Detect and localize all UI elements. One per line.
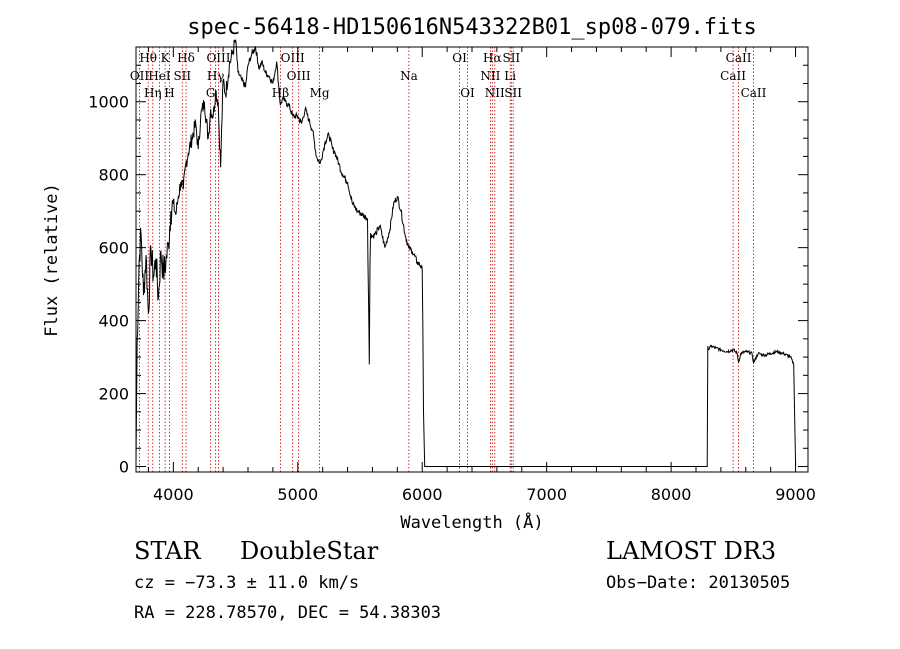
y-tick-label-2: 400 xyxy=(98,312,129,331)
line-label-2: Hη xyxy=(144,86,162,100)
y-tick-label-3: 600 xyxy=(98,239,129,258)
line-label-12: OIII xyxy=(281,51,305,65)
line-label-17: OI xyxy=(460,86,475,100)
x-tick-label-1: 5000 xyxy=(277,485,318,504)
observation-date: Obs−Date: 20130505 xyxy=(606,573,791,593)
x-tick-label-0: 4000 xyxy=(153,485,194,504)
line-label-23: SII xyxy=(504,86,522,100)
line-label-24: CaII xyxy=(720,69,746,83)
line-label-25: CaII xyxy=(726,51,752,65)
object-class: STAR xyxy=(134,537,201,565)
y-tick-label-4: 800 xyxy=(98,166,129,185)
line-label-11: Hβ xyxy=(272,86,289,100)
line-label-0: OII xyxy=(130,69,150,83)
object-subclass: DoubleStar xyxy=(240,537,379,565)
line-label-16: OI xyxy=(452,51,467,65)
line-label-3: HeI xyxy=(148,69,171,83)
x-tick-label-4: 8000 xyxy=(651,485,692,504)
line-label-19: Hα xyxy=(483,51,502,65)
line-label-20: NII xyxy=(485,86,505,100)
x-axis: 4000 5000 6000 7000 8000 9000 xyxy=(147,47,816,504)
coordinates: RA = 228.78570, DEC = 54.38303 xyxy=(134,603,442,623)
y-tick-label-0: 0 xyxy=(119,458,129,477)
y-tick-label-1: 200 xyxy=(98,385,129,404)
survey-name: LAMOST DR3 xyxy=(606,537,777,565)
line-labels: OII Hθ Hη HeI K H SII Hδ G Hγ OIII Hβ OIII OIII Mg Na OI… xyxy=(130,51,767,100)
x-axis-label: Wavelength (Å) xyxy=(400,511,543,533)
line-label-5: H xyxy=(164,86,174,100)
line-label-9: Hγ xyxy=(207,69,225,83)
redshift-value: cz = −73.3 ± 11.0 km/s xyxy=(134,573,360,593)
line-label-18: NII xyxy=(480,69,500,83)
chart-title: spec-56418-HD150616N543322B01_sp08-079.f… xyxy=(187,15,757,40)
y-axis: 0 200 400 600 800 1000 xyxy=(88,64,808,477)
y-axis-label: Flux (relative) xyxy=(42,183,62,337)
spectrum-line xyxy=(135,39,797,467)
line-label-6: SII xyxy=(173,69,191,83)
line-label-7: Hδ xyxy=(177,51,195,65)
emission-lines xyxy=(139,47,754,472)
x-tick-label-2: 6000 xyxy=(402,485,443,504)
line-label-21: Li xyxy=(504,69,516,83)
line-label-26: CaII xyxy=(741,86,767,100)
x-tick-label-3: 7000 xyxy=(526,485,567,504)
x-tick-label-5: 9000 xyxy=(775,485,816,504)
line-label-10: OIII xyxy=(206,51,230,65)
line-label-1: Hθ xyxy=(139,51,157,65)
line-label-4: K xyxy=(161,51,171,65)
line-label-8: G xyxy=(206,86,216,100)
line-label-22: SII xyxy=(502,51,520,65)
spectrum-chart: spec-56418-HD150616N543322B01_sp08-079.f… xyxy=(42,15,816,533)
line-label-13: OIII xyxy=(287,69,311,83)
line-label-15: Na xyxy=(400,69,418,83)
line-label-14: Mg xyxy=(310,86,330,100)
y-tick-label-5: 1000 xyxy=(88,93,129,112)
